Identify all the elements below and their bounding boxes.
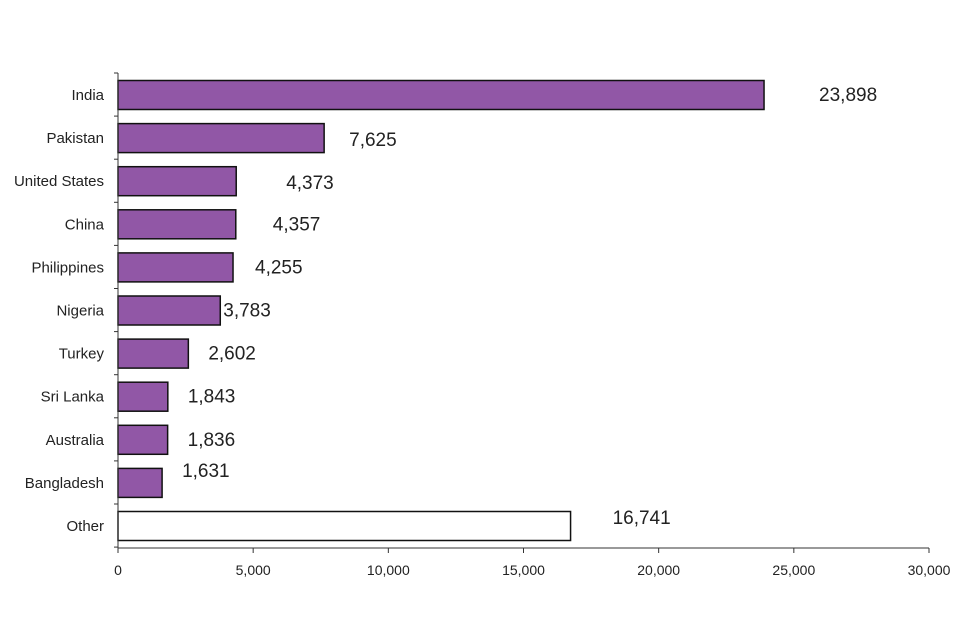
bar-turkey — [117, 338, 190, 369]
bar-other — [117, 510, 572, 542]
x-tick-label: 10,000 — [367, 562, 410, 578]
data-label-pakistan: 7,625 — [349, 130, 397, 151]
bar-australia — [117, 424, 169, 456]
category-label-india: India — [71, 87, 104, 104]
bar-india — [117, 79, 765, 111]
data-label-china: 4,357 — [273, 214, 321, 235]
bar-united-states — [117, 165, 237, 197]
data-label-nigeria: 3,783 — [223, 301, 271, 322]
bar-philippines — [117, 252, 234, 283]
category-label-united-states: United States — [14, 173, 104, 190]
data-labels: 23,898 7,625 4,373 4,357 4,255 3,783 2,602 1,84… — [182, 85, 877, 529]
category-label-other: Other — [66, 518, 104, 535]
data-label-australia: 1,836 — [188, 430, 236, 451]
data-label-turkey: 2,602 — [208, 344, 256, 365]
bar-bangladesh — [117, 467, 163, 499]
category-label-bangladesh: Bangladesh — [25, 475, 104, 492]
data-label-bangladesh: 1,631 — [182, 461, 230, 482]
data-label-india: 23,898 — [819, 85, 877, 106]
category-labels: India Pakistan United States China Philippin… — [14, 87, 105, 535]
bar-china — [117, 209, 237, 240]
x-tick-label: 5,000 — [236, 562, 271, 578]
category-label-nigeria: Nigeria — [56, 303, 104, 320]
x-tick-label: 25,000 — [772, 562, 815, 578]
axes: 0 5,000 10,000 15,000 20,000 25,000 30,000 — [114, 72, 951, 578]
bar-sri-lanka — [117, 381, 169, 412]
x-tick-label: 0 — [114, 562, 122, 578]
data-label-philippines: 4,255 — [255, 257, 303, 278]
category-label-pakistan: Pakistan — [46, 130, 104, 147]
bar-nigeria — [117, 295, 222, 326]
category-label-sri-lanka: Sri Lanka — [41, 389, 105, 406]
x-tick-label: 30,000 — [908, 562, 951, 578]
data-label-sri-lanka: 1,843 — [188, 387, 236, 408]
x-tick-label: 20,000 — [637, 562, 680, 578]
data-label-other: 16,741 — [613, 508, 671, 529]
x-tick-label: 15,000 — [502, 562, 545, 578]
data-label-united-states: 4,373 — [286, 173, 334, 194]
bars-group — [117, 79, 765, 542]
category-label-australia: Australia — [46, 432, 105, 449]
category-label-china: China — [65, 216, 105, 233]
bar-pakistan — [117, 122, 325, 154]
category-label-philippines: Philippines — [31, 259, 104, 276]
category-label-turkey: Turkey — [59, 346, 105, 363]
